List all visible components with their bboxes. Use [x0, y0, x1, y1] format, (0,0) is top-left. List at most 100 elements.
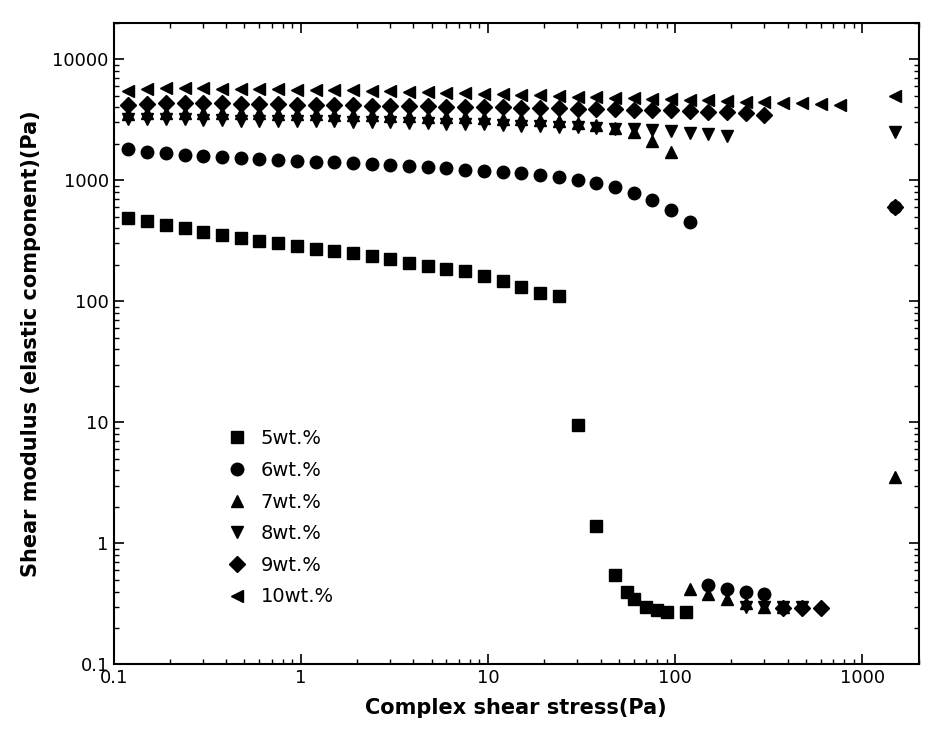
7wt.% — [666, 147, 677, 156]
10wt.% — [179, 83, 190, 92]
6wt.% — [497, 168, 509, 177]
10wt.% — [141, 84, 152, 93]
7wt.% — [329, 110, 340, 119]
6wt.% — [741, 587, 752, 596]
7wt.% — [609, 123, 620, 132]
9wt.% — [647, 106, 658, 115]
7wt.% — [179, 108, 190, 117]
5wt.% — [681, 608, 692, 617]
8wt.% — [553, 122, 564, 131]
9wt.% — [497, 103, 509, 112]
5wt.% — [123, 213, 134, 222]
5wt.% — [534, 288, 545, 297]
5wt.% — [384, 254, 396, 263]
8wt.% — [497, 121, 509, 130]
5wt.% — [197, 227, 208, 236]
9wt.% — [722, 108, 733, 117]
9wt.% — [591, 104, 602, 113]
7wt.% — [889, 473, 901, 482]
10wt.% — [123, 86, 134, 95]
6wt.% — [684, 217, 695, 226]
5wt.% — [160, 220, 171, 229]
6wt.% — [459, 165, 471, 174]
10wt.% — [273, 85, 284, 94]
9wt.% — [217, 99, 228, 108]
8wt.% — [534, 122, 545, 131]
9wt.% — [366, 101, 377, 110]
9wt.% — [572, 104, 583, 113]
5wt.% — [366, 251, 377, 260]
6wt.% — [516, 168, 527, 177]
9wt.% — [141, 100, 152, 109]
6wt.% — [534, 171, 545, 180]
7wt.% — [478, 113, 490, 122]
8wt.% — [384, 118, 396, 127]
5wt.% — [440, 264, 452, 273]
7wt.% — [572, 119, 583, 128]
8wt.% — [179, 115, 190, 124]
6wt.% — [591, 178, 602, 187]
9wt.% — [236, 99, 247, 108]
5wt.% — [591, 521, 602, 530]
8wt.% — [197, 115, 208, 124]
6wt.% — [141, 147, 152, 156]
5wt.% — [179, 223, 190, 233]
6wt.% — [217, 153, 228, 162]
9wt.% — [310, 100, 321, 109]
7wt.% — [703, 590, 714, 599]
8wt.% — [403, 119, 415, 128]
5wt.% — [609, 570, 620, 579]
10wt.% — [291, 85, 302, 94]
6wt.% — [291, 156, 302, 165]
8wt.% — [889, 128, 901, 137]
6wt.% — [403, 162, 415, 171]
10wt.% — [403, 88, 415, 97]
9wt.% — [759, 110, 770, 119]
9wt.% — [666, 106, 677, 115]
10wt.% — [516, 91, 527, 100]
6wt.% — [236, 154, 247, 163]
7wt.% — [197, 108, 208, 117]
6wt.% — [889, 202, 901, 211]
Line: 10wt.%: 10wt.% — [122, 82, 902, 111]
7wt.% — [759, 602, 770, 611]
10wt.% — [534, 91, 545, 100]
7wt.% — [741, 599, 752, 608]
5wt.% — [236, 233, 247, 242]
9wt.% — [534, 103, 545, 112]
10wt.% — [497, 90, 509, 99]
8wt.% — [160, 114, 171, 123]
7wt.% — [273, 109, 284, 119]
10wt.% — [254, 85, 265, 94]
9wt.% — [703, 107, 714, 116]
10wt.% — [759, 97, 770, 106]
8wt.% — [478, 120, 490, 129]
9wt.% — [684, 106, 695, 116]
5wt.% — [640, 602, 652, 611]
6wt.% — [123, 145, 134, 154]
9wt.% — [197, 99, 208, 108]
7wt.% — [553, 117, 564, 126]
5wt.% — [661, 608, 672, 617]
7wt.% — [160, 108, 171, 117]
10wt.% — [666, 95, 677, 104]
8wt.% — [310, 116, 321, 125]
8wt.% — [273, 116, 284, 125]
6wt.% — [722, 584, 733, 593]
7wt.% — [516, 115, 527, 124]
5wt.% — [348, 248, 359, 257]
9wt.% — [123, 100, 134, 109]
5wt.% — [572, 421, 583, 430]
5wt.% — [516, 282, 527, 291]
8wt.% — [236, 116, 247, 125]
10wt.% — [459, 89, 471, 98]
9wt.% — [459, 103, 471, 112]
5wt.% — [329, 246, 340, 255]
10wt.% — [572, 92, 583, 101]
5wt.% — [254, 236, 265, 245]
10wt.% — [329, 86, 340, 95]
6wt.% — [273, 156, 284, 165]
5wt.% — [273, 239, 284, 248]
9wt.% — [628, 105, 639, 114]
10wt.% — [160, 83, 171, 92]
